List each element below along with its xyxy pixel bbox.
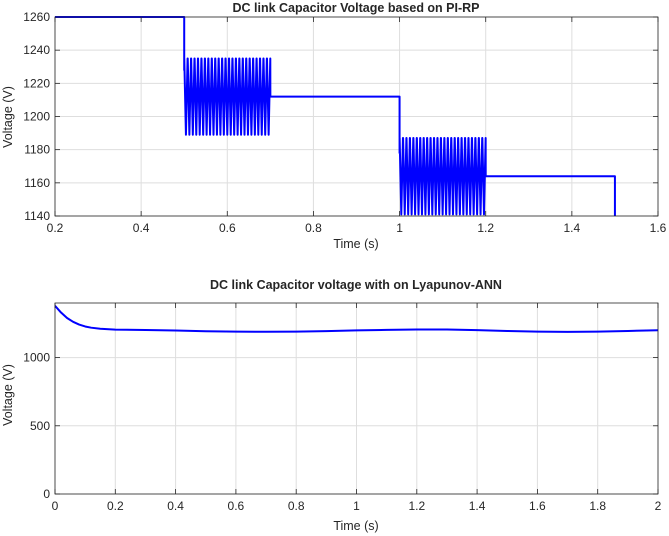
y-tick-label: 1240 [23,43,50,57]
x-tick-label: 0.2 [107,499,124,513]
y-axis-label: Voltage (V) [1,364,15,426]
x-tick-label: 0.2 [47,221,64,235]
x-tick-label: 0.6 [228,499,245,513]
x-tick-label: 1.4 [469,499,486,513]
y-tick-label: 1000 [23,351,50,365]
series-line [55,305,658,333]
x-axis-label: Time (s) [333,519,378,533]
y-tick-label: 1140 [24,209,50,223]
voltage-series [55,16,616,216]
series-line [55,16,616,216]
chart-title: DC link Capacitor voltage with on Lyapun… [210,278,502,292]
x-tick-label: 0.4 [133,221,150,235]
y-tick-label: 1220 [23,76,50,90]
top-chart-pi-rp: DC link Capacitor Voltage based on PI-RP… [1,1,667,251]
chart-title: DC link Capacitor Voltage based on PI-RP [232,1,479,15]
x-tick-label: 0.8 [305,221,322,235]
x-tick-label: 2 [655,499,662,513]
y-tick-label: 1200 [23,110,50,124]
x-tick-label: 1.2 [408,499,425,513]
x-tick-label: 1.8 [589,499,606,513]
y-axis-label: Voltage (V) [1,86,15,148]
bottom-chart-lyapunov-ann: DC link Capacitor voltage with on Lyapun… [1,278,662,533]
x-tick-label: 0.4 [167,499,184,513]
y-tick-label: 500 [30,419,50,433]
x-tick-label: 1.6 [529,499,546,513]
x-tick-label: 1.2 [477,221,494,235]
grid [54,16,659,217]
axis-ticks: 0.2 0.4 0.6 0.8 1 1.2 1.4 1.6 1140 1160 1180 1200 12… [23,10,666,235]
x-tick-label: 0.6 [219,221,236,235]
voltage-series [55,305,658,333]
y-tick-label: 1260 [23,10,50,24]
x-tick-label: 0 [52,499,59,513]
axis-ticks: 0 0.2 0.4 0.6 0.8 1 1.2 1.4 1.6 1.8 2 0 500 1000 [23,303,662,513]
y-tick-label: 1180 [24,143,50,157]
x-tick-label: 1 [353,499,360,513]
y-tick-label: 0 [43,487,50,501]
x-tick-label: 1 [396,221,403,235]
x-tick-label: 0.8 [288,499,305,513]
x-axis-label: Time (s) [333,237,378,251]
x-tick-label: 1.6 [650,221,667,235]
y-tick-label: 1160 [24,176,50,190]
x-tick-label: 1.4 [564,221,581,235]
